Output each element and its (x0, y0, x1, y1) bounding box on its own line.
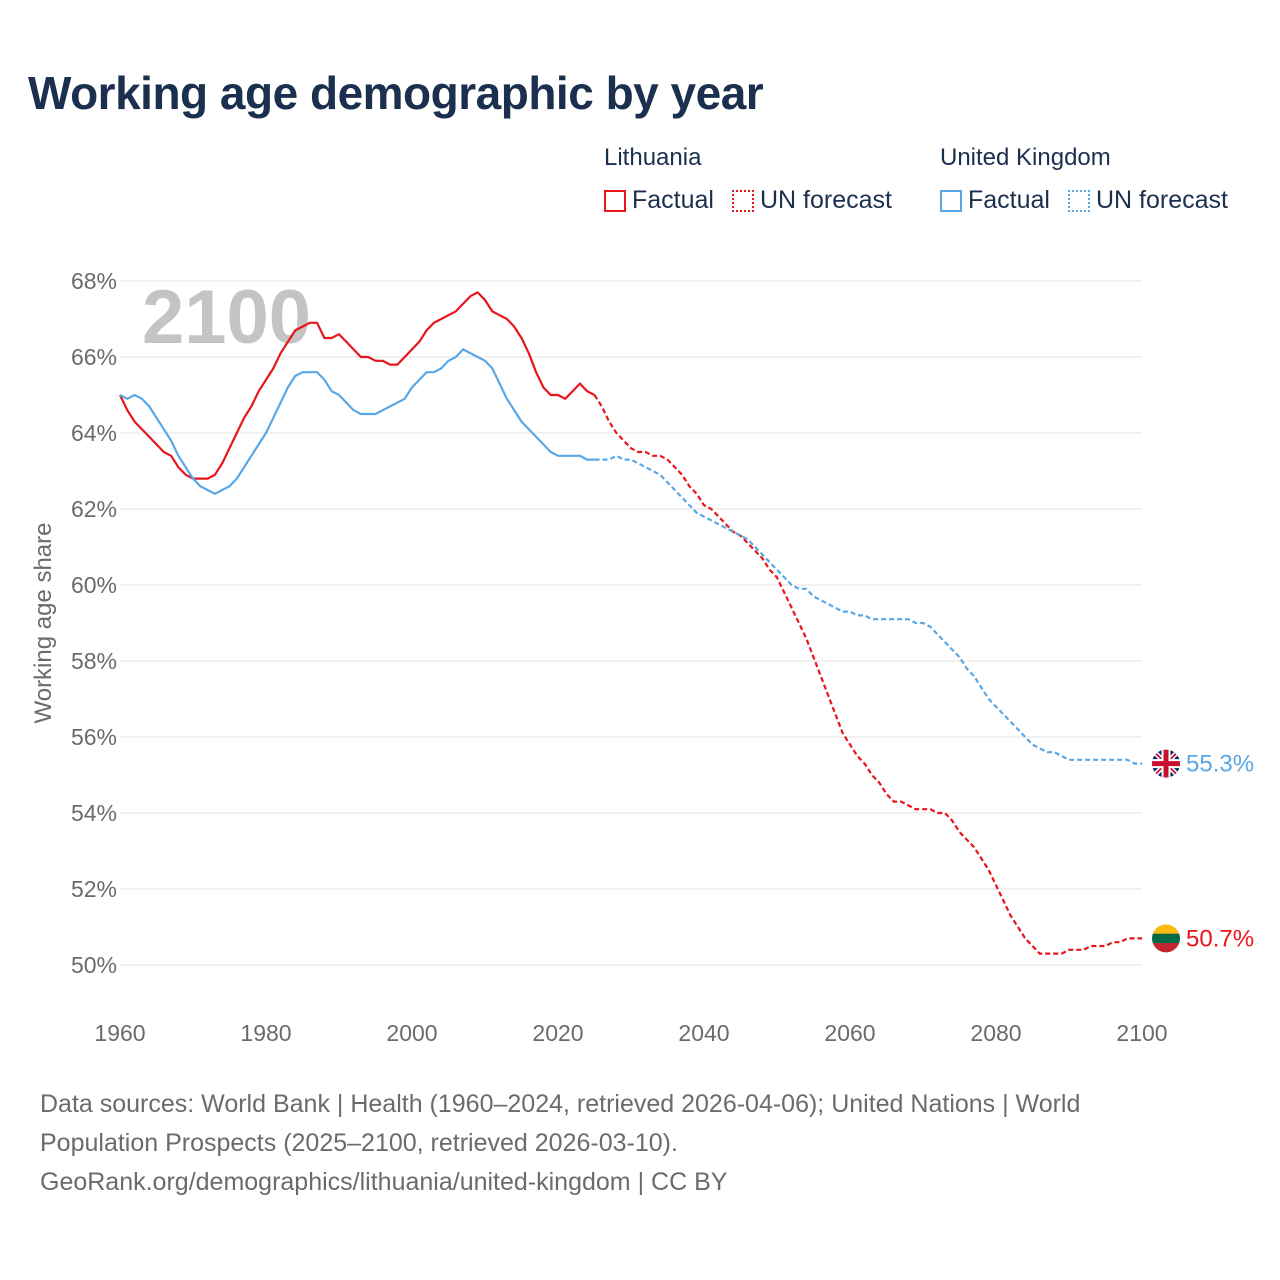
lithuania-flag-icon (1152, 924, 1180, 953)
legend-item-uk-factual[interactable]: Factual (940, 186, 1050, 215)
y-tick-label-56: 56% (71, 724, 117, 750)
y-tick-label-50: 50% (71, 952, 117, 978)
x-tick-label-2020: 2020 (532, 1020, 583, 1046)
series-line-united-kingdom-factual (119, 348, 595, 495)
x-tick-label-2000: 2000 (386, 1020, 437, 1046)
x-tick-label-1980: 1980 (240, 1020, 291, 1046)
legend-country-united-kingdom: United Kingdom (940, 144, 1111, 171)
y-axis-label: Working age share (30, 523, 57, 724)
legend-item-uk-forecast[interactable]: UN forecast (1067, 186, 1228, 215)
end-label-lithuania: 50.7% (1186, 925, 1254, 952)
x-tick-label-2040: 2040 (678, 1020, 729, 1046)
legend-swatch-lithuania-factual (604, 189, 626, 212)
x-tick-label-1960: 1960 (94, 1020, 145, 1046)
y-tick-label-66: 66% (71, 344, 117, 370)
legend-label-uk-forecast: UN forecast (1095, 186, 1228, 214)
y-tick-label-62: 62% (71, 496, 117, 522)
x-tick-label-2080: 2080 (970, 1020, 1021, 1046)
y-tick-label-54: 54% (71, 800, 117, 826)
series-line-united-kingdom-forecast (594, 454, 1142, 765)
y-tick-label-68: 68% (71, 268, 117, 294)
series-line-lithuania-factual (119, 291, 596, 480)
chart-title: Working age demographic by year (28, 67, 764, 119)
y-tick-label-60: 60% (71, 572, 117, 598)
sources-line-1: Data sources: World Bank | Health (1960–… (40, 1090, 1081, 1118)
legend-country-lithuania: Lithuania (604, 144, 702, 171)
line-chart: 50% 52% 54% 56% 58% 60% 62% 64% 66% 68% 1960 1980 20… (30, 268, 1254, 1046)
legend-label-uk-factual: Factual (968, 186, 1050, 214)
legend-swatch-lithuania-forecast (731, 189, 754, 212)
legend-united-kingdom: United Kingdom Factual UN forecast (940, 144, 1228, 215)
data-sources: Data sources: World Bank | Health (1960–… (40, 1085, 1240, 1202)
sources-line-2: Population Prospects (2025–2100, retriev… (40, 1129, 678, 1157)
y-tick-label-52: 52% (71, 876, 117, 902)
x-tick-label-2100: 2100 (1116, 1020, 1167, 1046)
y-tick-label-58: 58% (71, 648, 117, 674)
legend-item-lithuania-forecast[interactable]: UN forecast (731, 186, 892, 215)
legend-lithuania: Lithuania Factual UN forecast (604, 144, 892, 215)
x-tick-label-2060: 2060 (824, 1020, 875, 1046)
legend-label-lithuania-forecast: UN forecast (759, 186, 892, 214)
united-kingdom-flag-icon (1152, 749, 1180, 778)
year-watermark: 2100 (142, 275, 311, 360)
sources-link[interactable]: GeoRank.org/demographics/lithuania/unite… (40, 1168, 728, 1196)
series-line-lithuania-forecast (593, 394, 1142, 955)
legend-swatch-uk-factual (940, 189, 962, 212)
legend-swatch-uk-forecast (1067, 189, 1090, 212)
end-label-united-kingdom: 55.3% (1186, 751, 1254, 778)
legend-label-lithuania-factual: Factual (632, 186, 714, 214)
legend-item-lithuania-factual[interactable]: Factual (604, 186, 714, 215)
y-tick-label-64: 64% (71, 420, 117, 446)
